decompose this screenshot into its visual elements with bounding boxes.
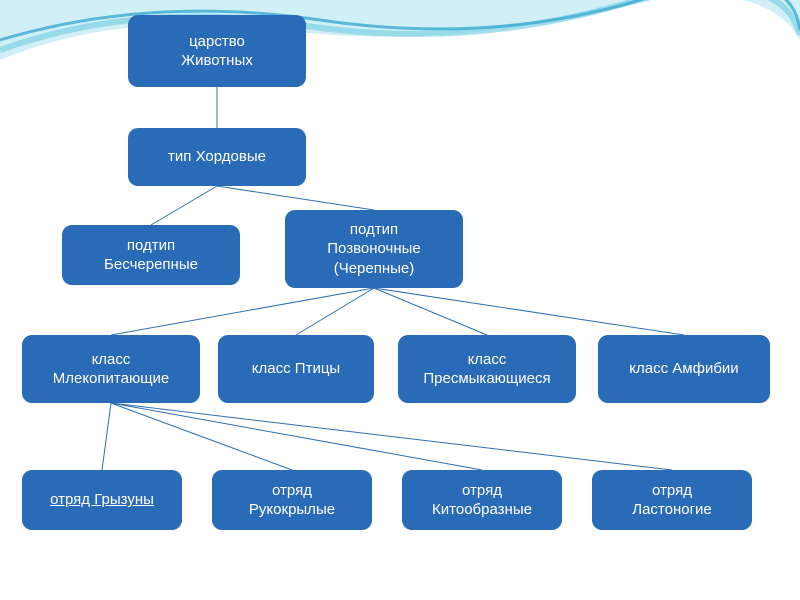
edge-sub2-cls2 bbox=[296, 288, 374, 335]
node-ord3: отрядКитообразные bbox=[402, 470, 562, 530]
node-sub1: подтипБесчерепные bbox=[62, 225, 240, 285]
edge-cls1-ord2 bbox=[111, 403, 292, 470]
node-cls2: класс Птицы bbox=[218, 335, 374, 403]
node-cls4: класс Амфибии bbox=[598, 335, 770, 403]
node-ord2: отрядРукокрылые bbox=[212, 470, 372, 530]
node-ord1: отряд Грызуны bbox=[22, 470, 182, 530]
edge-sub2-cls1 bbox=[111, 288, 374, 335]
node-cls1: классМлекопитающие bbox=[22, 335, 200, 403]
node-sub2: подтипПозвоночные(Черепные) bbox=[285, 210, 463, 288]
background-wave bbox=[0, 0, 800, 120]
node-kingdom: царствоЖивотных bbox=[128, 15, 306, 87]
node-cls3: классПресмыкающиеся bbox=[398, 335, 576, 403]
node-phylum: тип Хордовые bbox=[128, 128, 306, 186]
edge-sub2-cls4 bbox=[374, 288, 684, 335]
edge-cls1-ord3 bbox=[111, 403, 482, 470]
edge-phylum-sub1 bbox=[151, 186, 217, 225]
edge-sub2-cls3 bbox=[374, 288, 487, 335]
node-ord4: отрядЛастоногие bbox=[592, 470, 752, 530]
edge-phylum-sub2 bbox=[217, 186, 374, 210]
edge-cls1-ord1 bbox=[102, 403, 111, 470]
edge-cls1-ord4 bbox=[111, 403, 672, 470]
